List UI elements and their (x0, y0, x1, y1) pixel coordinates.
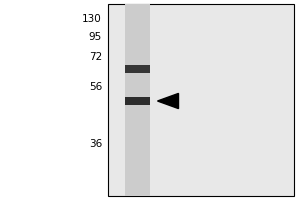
Bar (124, 4, 150, 196)
Text: 72: 72 (89, 52, 102, 62)
Polygon shape (158, 93, 178, 109)
Text: 36: 36 (89, 139, 102, 149)
Bar (124, 65, 150, 73)
Text: 56: 56 (89, 82, 102, 92)
Bar (124, 97, 150, 105)
Text: 130: 130 (82, 14, 102, 24)
Text: 95: 95 (89, 32, 102, 42)
Bar (108, 4, 294, 196)
